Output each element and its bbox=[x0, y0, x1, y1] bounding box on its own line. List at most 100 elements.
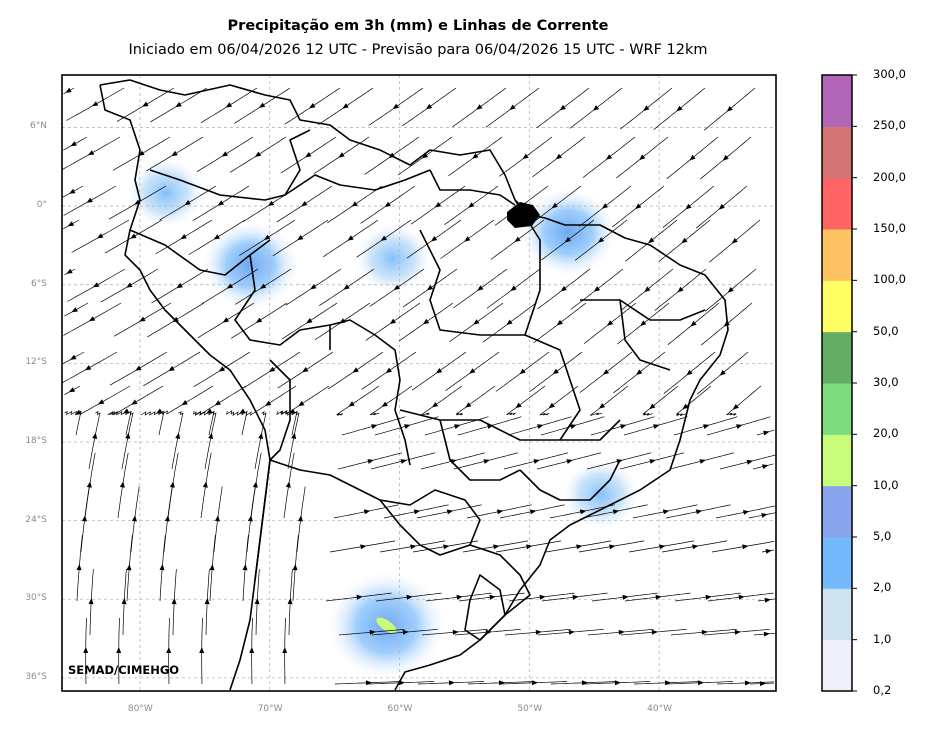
streamline-arrow-147 bbox=[489, 594, 496, 600]
streamline-arrow-254 bbox=[759, 681, 766, 687]
streamline-arrow-35 bbox=[139, 316, 146, 322]
streamline-82 bbox=[245, 385, 297, 417]
streamline-arrow-213 bbox=[648, 237, 655, 244]
streamline-arrow-134 bbox=[448, 680, 455, 686]
streamline-arrow-133 bbox=[452, 629, 459, 635]
streamline-arrow-170 bbox=[506, 319, 513, 326]
streamline-arrow-28 bbox=[121, 598, 127, 605]
colorbar-segment-9 bbox=[822, 177, 852, 230]
precip-area-5 bbox=[563, 460, 639, 529]
streamline-arrow-19 bbox=[92, 282, 100, 288]
streamline-arrow-207 bbox=[655, 594, 662, 600]
streamline-arrow-22 bbox=[97, 399, 105, 405]
streamline-arrow-26 bbox=[131, 515, 137, 522]
streamline-arrow-249 bbox=[762, 464, 769, 469]
streamline-arrow-194 bbox=[614, 680, 621, 686]
border-peru-brazil bbox=[234, 254, 331, 350]
streamline-arrow-124 bbox=[393, 284, 400, 291]
streamline-arrow-211 bbox=[639, 154, 646, 161]
streamline-arrow-62 bbox=[217, 200, 224, 206]
streamline-arrow-17 bbox=[86, 197, 93, 203]
lat-tick-label: 24°S bbox=[25, 514, 47, 525]
streamline-arrow-221 bbox=[692, 544, 699, 550]
colorbar-label: 20,0 bbox=[873, 426, 899, 441]
streamline-187 bbox=[539, 385, 579, 416]
streamline-arrow-12 bbox=[76, 564, 82, 571]
streamline-arrow-198 bbox=[597, 237, 605, 243]
streamline-arrow-227 bbox=[685, 203, 692, 210]
streamline-arrow-241 bbox=[722, 154, 729, 161]
streamline-arrow-130 bbox=[446, 509, 454, 515]
streamline-arrow-96 bbox=[302, 367, 309, 373]
streamline-arrow-200 bbox=[606, 320, 614, 326]
lon-tick-label: 70°W bbox=[257, 704, 283, 714]
streamline-arrow-56 bbox=[214, 515, 220, 522]
streamline-arrow-172 bbox=[515, 402, 522, 409]
lat-tick-label: 0° bbox=[36, 200, 47, 211]
streamline-arrow-117 bbox=[406, 594, 413, 600]
colorbar-label: 200,0 bbox=[873, 169, 906, 184]
streamline-232 bbox=[675, 385, 712, 416]
streamline-arrow-240 bbox=[726, 106, 733, 112]
border-colombia-ecuador bbox=[129, 229, 271, 276]
streamline-arrow-36 bbox=[135, 365, 142, 371]
streamline-arrow-160 bbox=[529, 509, 537, 515]
colorbar-label: 150,0 bbox=[873, 221, 906, 235]
streamline-arrow-199 bbox=[593, 286, 601, 292]
colorbar-segment-2 bbox=[822, 537, 852, 589]
colorbar-label: 2,0 bbox=[873, 580, 892, 595]
lat-tick-label: 6°S bbox=[31, 278, 47, 289]
lon-tick-label: 60°W bbox=[387, 704, 413, 714]
streamline-arrow-195 bbox=[592, 105, 600, 111]
colorbar-segment-6 bbox=[822, 331, 852, 384]
streamline-39 bbox=[171, 410, 184, 470]
streamline-arrow-21 bbox=[84, 365, 92, 371]
streamline-157 bbox=[455, 385, 496, 416]
colorbar-label: 1,0 bbox=[873, 631, 892, 646]
streamline-arrow-125 bbox=[389, 318, 396, 325]
streamline-arrow-73 bbox=[254, 598, 260, 605]
streamline-arrow-208 bbox=[651, 629, 658, 635]
streamline-arrow-11 bbox=[81, 515, 87, 522]
streamline-arrow-132 bbox=[456, 594, 463, 600]
streamline-arrow-246 bbox=[719, 369, 726, 376]
streamline-arrow-51 bbox=[168, 365, 175, 372]
streamline-arrow-43 bbox=[171, 598, 177, 605]
streamline-arrow-210 bbox=[643, 105, 650, 112]
streamline-arrow-229 bbox=[677, 286, 684, 293]
streamline-arrow-232 bbox=[682, 403, 689, 410]
streamline-arrow-66 bbox=[218, 366, 225, 372]
streamline-arrow-183 bbox=[564, 236, 571, 243]
streamline-arrow-239 bbox=[744, 680, 751, 686]
border-brazil-states-5 bbox=[439, 419, 521, 481]
streamline-arrow-1 bbox=[70, 141, 77, 147]
streamline-arrow-93 bbox=[297, 234, 304, 241]
streamline-arrow-156 bbox=[469, 368, 476, 374]
streamline-arrow-230 bbox=[690, 320, 697, 327]
streamline-127 bbox=[369, 385, 413, 416]
lat-tick-label: 30°S bbox=[25, 593, 47, 604]
border-venezuela-brazil bbox=[284, 169, 431, 196]
streamline-arrow-37 bbox=[131, 399, 138, 405]
streamline-arrow-180 bbox=[559, 104, 566, 111]
streamline-arrow-150 bbox=[476, 104, 483, 110]
streamline-142 bbox=[420, 385, 463, 416]
streamline-172 bbox=[506, 385, 546, 416]
streamline-arrow-140 bbox=[422, 318, 430, 325]
colorbar-segment-5 bbox=[822, 383, 852, 435]
streamline-arrow-16 bbox=[87, 150, 95, 156]
precip-area-2 bbox=[519, 188, 617, 277]
streamline-arrow-53 bbox=[206, 408, 213, 414]
streamline-68 bbox=[226, 410, 248, 436]
precip-core-3 bbox=[376, 617, 397, 634]
streamline-arrow-78 bbox=[263, 234, 271, 240]
streamline-arrow-233 bbox=[736, 424, 743, 429]
streamline-arrow-187 bbox=[548, 402, 555, 409]
streamline-arrow-58 bbox=[204, 598, 210, 605]
streamline-arrow-98 bbox=[371, 424, 378, 429]
streamline-arrow-65 bbox=[222, 317, 229, 323]
streamline-arrow-234 bbox=[746, 459, 753, 465]
streamline-arrow-107 bbox=[351, 201, 358, 207]
streamline-arrow-54 bbox=[208, 432, 214, 439]
streamline-arrow-40 bbox=[169, 481, 175, 488]
